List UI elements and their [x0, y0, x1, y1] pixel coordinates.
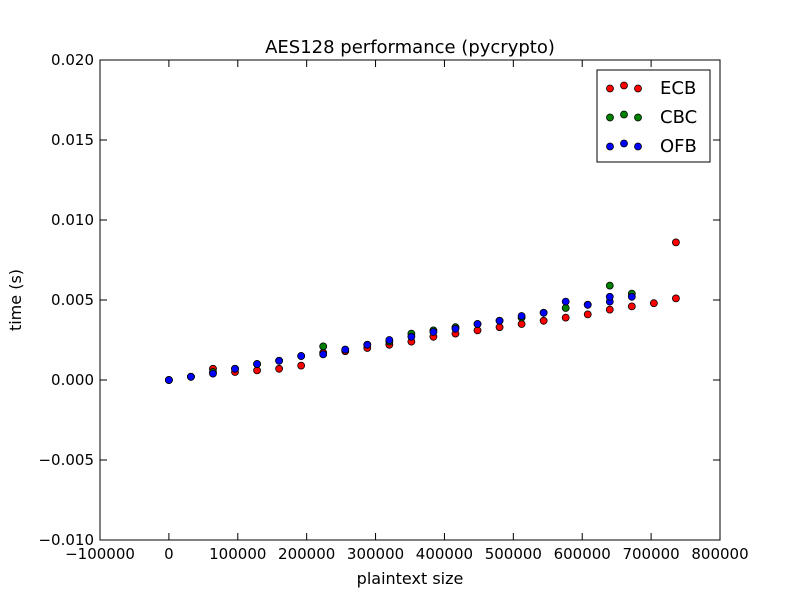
data-point-ofb [297, 352, 306, 360]
legend-marker [606, 142, 614, 151]
data-point-ofb [253, 360, 261, 368]
data-point-ecb [517, 320, 526, 328]
data-points [164, 238, 680, 384]
data-point-ofb [164, 376, 173, 384]
x-tick-label: −100000 [65, 545, 135, 563]
data-point-ecb [561, 313, 570, 322]
x-tick-label: 400000 [416, 545, 473, 563]
data-point-ofb [319, 350, 328, 359]
data-point-ofb [583, 300, 592, 309]
series-ofb [164, 292, 636, 384]
data-point-ofb [385, 336, 394, 344]
data-point-ofb [231, 364, 239, 373]
data-point-cbc [605, 281, 614, 290]
data-point-ecb [649, 299, 658, 308]
data-point-ecb [297, 361, 306, 370]
data-point-ecb [672, 238, 680, 247]
x-axis-label: plaintext size [357, 569, 464, 588]
legend-marker [620, 139, 628, 148]
legend-marker [620, 110, 628, 119]
data-point-ecb [495, 323, 504, 332]
data-point-ofb [187, 372, 195, 381]
data-point-ecb [605, 305, 614, 314]
x-tick-label: 800000 [691, 545, 748, 563]
y-tick-label: −0.005 [38, 451, 94, 469]
data-point-ofb [627, 292, 636, 301]
data-point-ofb [429, 328, 438, 336]
data-point-cbc [319, 342, 328, 351]
y-tick-label: 0.000 [51, 371, 94, 389]
data-point-ecb [627, 302, 636, 311]
legend-box [596, 69, 711, 163]
data-point-ofb [605, 292, 614, 301]
x-tick-label: 200000 [278, 545, 335, 563]
x-tick-label: 100000 [209, 545, 266, 563]
y-tick-label: 0.005 [51, 291, 94, 309]
data-point-ecb [583, 310, 592, 319]
data-point-ecb [275, 364, 284, 373]
x-tick-label: 500000 [485, 545, 542, 563]
data-point-ofb [275, 356, 284, 365]
x-tick-label: 300000 [347, 545, 404, 563]
legend-label: OFB [660, 136, 697, 157]
legend-marker [634, 142, 642, 151]
data-point-ecb [253, 366, 261, 375]
data-point-ofb [209, 369, 217, 378]
plot-frame [99, 59, 721, 541]
data-point-ofb [473, 320, 482, 328]
x-tick-label: 600000 [554, 545, 611, 563]
y-tick-label: 0.010 [51, 211, 94, 229]
data-point-ofb [407, 332, 416, 341]
legend: ECB CBC OFB [596, 69, 711, 163]
data-point-ofb [363, 340, 372, 349]
data-point-ofb [517, 312, 526, 320]
x-tick-label: 0 [164, 545, 174, 563]
legend-label: CBC [660, 107, 697, 128]
data-point-ecb [539, 316, 548, 325]
legend-marker [606, 113, 614, 122]
x-tick-label: 700000 [622, 545, 679, 563]
y-tick-label: 0.015 [51, 131, 94, 149]
y-axis-label: time (s) [6, 269, 25, 331]
data-point-ofb [539, 308, 548, 317]
data-point-ecb [672, 294, 680, 303]
data-point-ecb [473, 326, 482, 335]
legend-label: ECB [660, 78, 696, 99]
y-tick-label: −0.010 [38, 531, 94, 549]
ticks: −100000 0 100000 200000 300000 400000 500000 60… [38, 51, 748, 563]
data-point-ofb [561, 297, 570, 306]
data-point-ofb [495, 316, 504, 325]
legend-marker [634, 84, 642, 93]
legend-marker [634, 113, 642, 122]
chart-title: AES128 performance (pycrypto) [265, 37, 555, 58]
data-point-ofb [451, 324, 460, 333]
legend-marker [620, 81, 628, 90]
legend-marker [606, 84, 614, 93]
y-tick-label: 0.020 [51, 51, 94, 69]
data-point-ofb [341, 345, 350, 354]
data-point-cbc [561, 304, 570, 312]
